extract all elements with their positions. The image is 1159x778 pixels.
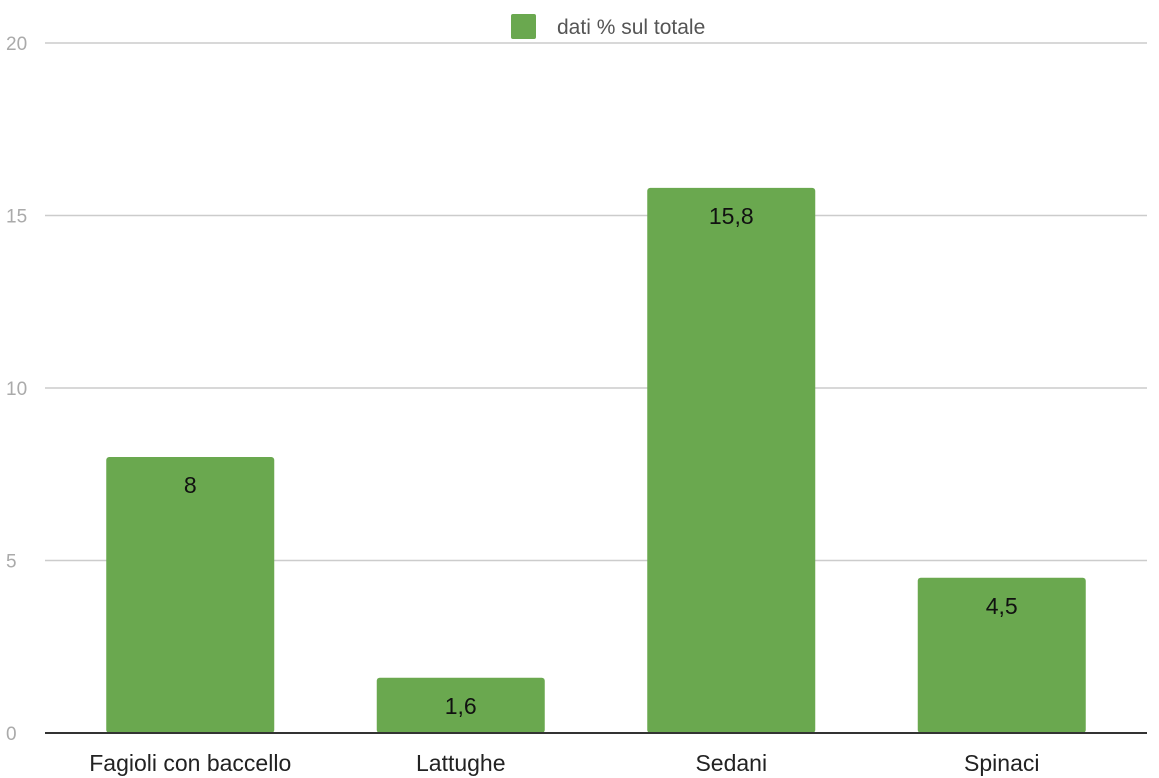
bar [106, 457, 275, 733]
data-label: 15,8 [709, 203, 754, 229]
y-tick-label: 15 [6, 207, 27, 228]
bar [647, 187, 816, 733]
category-label: Sedani [695, 750, 767, 776]
data-label: 1,6 [445, 693, 477, 719]
data-labels: 8 1,6 15,8 4,5 [184, 203, 1018, 719]
y-axis-tick-labels: 0 5 10 15 20 [6, 34, 27, 745]
y-tick-label: 20 [6, 34, 27, 55]
legend-label: dati % sul totale [557, 16, 705, 39]
x-axis-category-labels: Fagioli con baccello Lattughe Sedani Spinac… [89, 750, 1039, 776]
y-tick-label: 0 [6, 724, 17, 745]
legend: dati % sul totale [511, 14, 705, 39]
data-label: 4,5 [986, 593, 1018, 619]
bar [376, 677, 545, 733]
bar [917, 577, 1086, 733]
category-label: Spinaci [964, 750, 1039, 776]
category-label: Lattughe [416, 750, 506, 776]
y-tick-label: 10 [6, 379, 27, 400]
y-tick-label: 5 [6, 552, 17, 573]
gridlines [45, 42, 1147, 562]
bars [106, 187, 1086, 733]
data-label: 8 [184, 472, 197, 498]
legend-swatch [511, 14, 536, 39]
category-label: Fagioli con baccello [89, 750, 291, 776]
